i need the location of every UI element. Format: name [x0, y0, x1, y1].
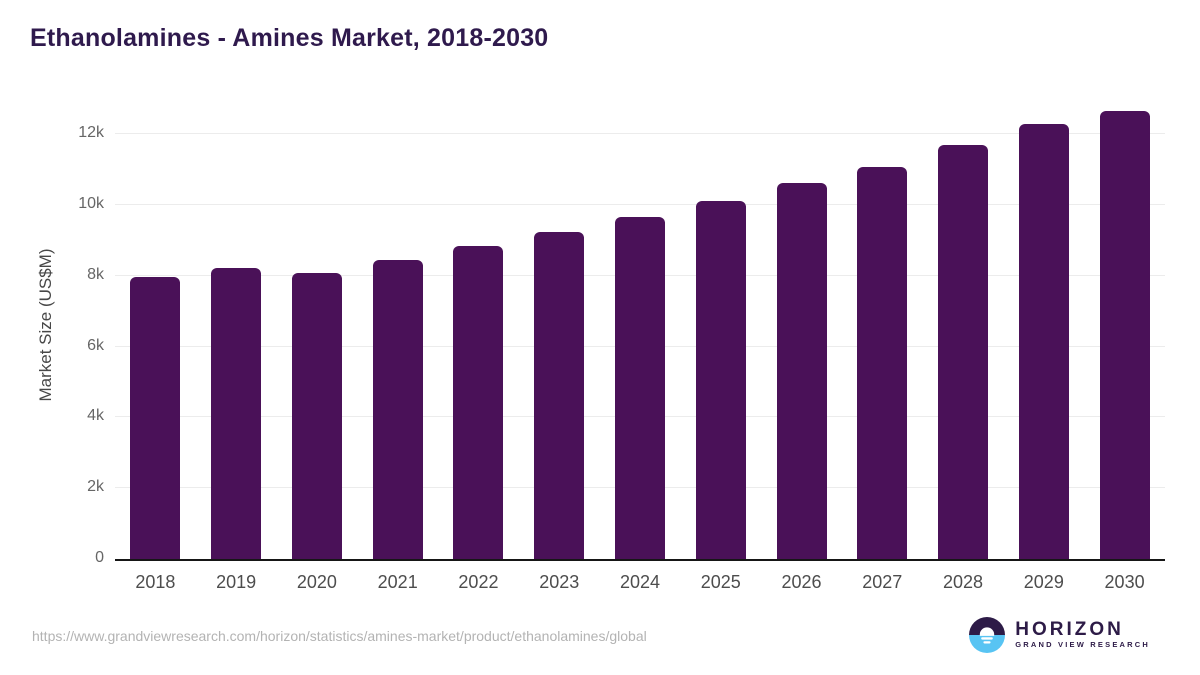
bar-column-2018: [115, 99, 196, 559]
gridline-10k: [115, 204, 1165, 206]
source-url: https://www.grandviewresearch.com/horizo…: [32, 628, 647, 644]
y-tick-label-8k: 8k: [87, 265, 104, 283]
x-tick-label-2029: 2029: [1023, 572, 1064, 592]
plot-area: [115, 99, 1165, 561]
bar-2018[interactable]: [130, 277, 181, 559]
bar-2020[interactable]: [291, 273, 342, 559]
bar-column-2023: [519, 99, 600, 559]
bar-2027[interactable]: [857, 166, 908, 559]
bar-2022[interactable]: [453, 245, 504, 559]
horizon-logo-icon: [969, 617, 1006, 653]
bar-column-2025: [680, 99, 761, 559]
x-tick-label-2025: 2025: [700, 572, 741, 592]
bar-2030[interactable]: [1099, 111, 1150, 559]
x-tick-label-2019: 2019: [216, 572, 257, 592]
bar-column-2020: [277, 99, 358, 559]
bar-column-2027: [842, 99, 923, 559]
x-tick-label-2020: 2020: [296, 572, 337, 592]
x-tick-label-2023: 2023: [539, 572, 580, 592]
bar-column-2019: [196, 99, 277, 559]
page-title: Ethanolamines - Amines Market, 2018-2030: [30, 24, 549, 52]
bar-column-2029: [1003, 99, 1084, 559]
y-tick-label-12k: 12k: [78, 124, 104, 142]
x-tick-label-2024: 2024: [619, 572, 660, 592]
bar-column-2026: [761, 99, 842, 559]
bar-2029[interactable]: [1018, 124, 1069, 559]
bar-series: [115, 99, 1165, 559]
logo-subtitle: GRAND VIEW RESEARCH: [1015, 640, 1150, 649]
x-tick-label-2022: 2022: [458, 572, 499, 592]
bar-2026[interactable]: [776, 182, 827, 559]
y-axis-tick-labels: 0 2k 4k 6k 8k 10k 12k: [0, 99, 104, 566]
x-axis-tick-labels: 2018 2019 2020 2021 2022 2023 2024 2025 2026 2027…: [115, 572, 1165, 593]
bar-2025[interactable]: [695, 200, 746, 559]
bar-column-2028: [923, 99, 1004, 559]
y-tick-label-4k: 4k: [87, 407, 104, 425]
x-tick-label-2030: 2030: [1104, 572, 1145, 592]
bar-column-2022: [438, 99, 519, 559]
x-tick-label-2018: 2018: [135, 572, 176, 592]
x-tick-label-2027: 2027: [862, 572, 903, 592]
bar-2021[interactable]: [372, 260, 423, 559]
y-tick-label-0: 0: [95, 549, 104, 566]
x-tick-label-2028: 2028: [943, 572, 984, 592]
logo-wordmark: HORIZON: [1015, 619, 1124, 640]
y-tick-label-6k: 6k: [87, 336, 104, 354]
bar-2019[interactable]: [211, 268, 262, 559]
y-tick-label-2k: 2k: [87, 478, 104, 496]
bar-column-2024: [600, 99, 681, 559]
logo-text-block: HORIZON GRAND VIEW RESEARCH: [1015, 620, 1150, 650]
bar-2024[interactable]: [614, 217, 665, 559]
horizon-logo: HORIZON GRAND VIEW RESEARCH: [969, 617, 1150, 653]
y-tick-label-10k: 10k: [78, 195, 104, 213]
x-tick-label-2026: 2026: [781, 572, 822, 592]
bar-2023[interactable]: [534, 231, 585, 559]
x-tick-label-2021: 2021: [377, 572, 418, 592]
bar-2028[interactable]: [938, 145, 989, 559]
gridline-12k: [115, 133, 1165, 135]
bar-column-2021: [357, 99, 438, 559]
bar-column-2030: [1084, 99, 1165, 559]
